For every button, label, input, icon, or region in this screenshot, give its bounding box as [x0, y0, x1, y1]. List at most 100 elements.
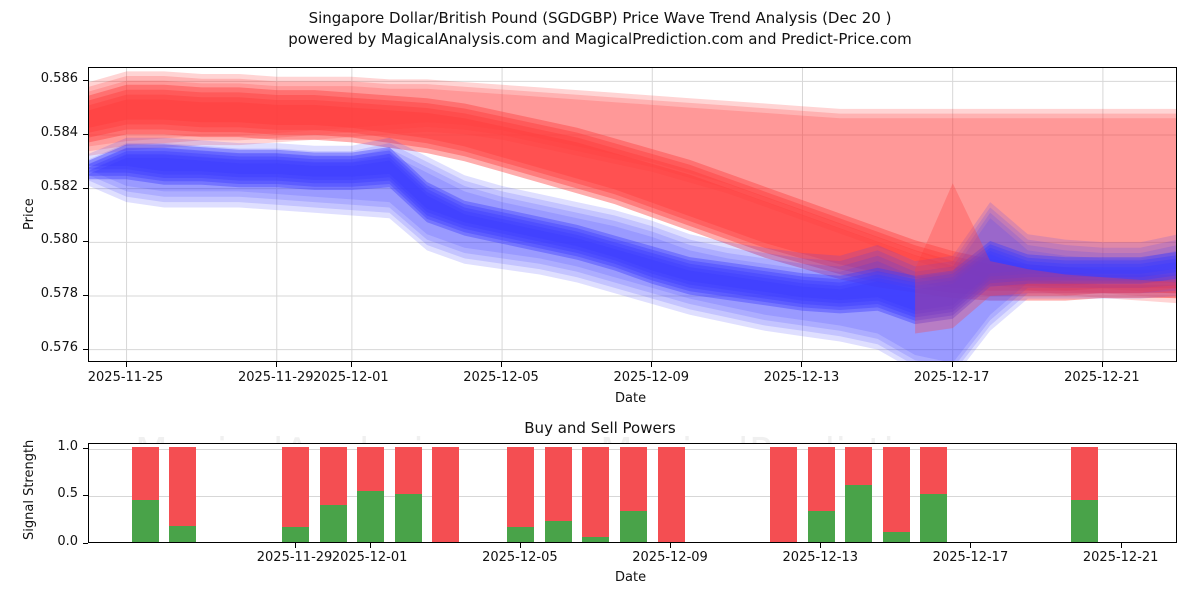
price-x-tickmark: [275, 362, 277, 367]
buy-power-segment: [131, 500, 159, 542]
buy-power-segment: [357, 490, 385, 542]
power-bar[interactable]: [357, 446, 385, 542]
price-x-tickmark: [651, 362, 653, 367]
wave-band-layer: [89, 84, 1176, 286]
power-y-axis-label: Signal Strength: [22, 439, 37, 540]
power-y-tick-label: 0.0: [57, 534, 78, 549]
power-bar[interactable]: [432, 446, 460, 542]
price-y-tick-label: 0.578: [40, 285, 78, 301]
power-bar[interactable]: [169, 446, 197, 542]
price-y-axis-label: Price: [22, 198, 37, 230]
power-x-tick-label: 2025-12-21: [1082, 550, 1159, 565]
price-y-tickmark: [83, 294, 88, 296]
price-x-tick-label: 2025-12-21: [1064, 370, 1140, 385]
price-x-tickmark: [125, 362, 127, 367]
power-y-tickmark: [83, 447, 88, 449]
wave-band-layer: [89, 151, 1176, 318]
buy-power-segment: [394, 494, 422, 542]
buy-power-segment: [582, 537, 610, 542]
power-bar[interactable]: [582, 446, 610, 542]
price-y-tick-label: 0.586: [40, 71, 78, 87]
page-subtitle: powered by MagicalAnalysis.com and Magic…: [288, 30, 912, 48]
price-x-tickmark: [350, 362, 352, 367]
power-x-axis-label: Date: [615, 570, 647, 585]
price-x-tick-label: 2025-12-05: [463, 370, 539, 385]
wave-band-layer: [89, 147, 1176, 315]
power-bar[interactable]: [319, 446, 347, 542]
power-x-tick-label: 2025-12-09: [632, 550, 708, 565]
buy-sell-powers-plot-area: [88, 443, 1177, 543]
buy-power-segment: [282, 526, 310, 542]
price-x-tickmark: [501, 362, 503, 367]
power-bar[interactable]: [131, 446, 159, 542]
wave-band-layer: [89, 76, 1176, 299]
sell-power-segment: [507, 446, 535, 542]
power-bar[interactable]: [920, 446, 948, 542]
wave-band-layer: [89, 99, 1176, 301]
buy-power-segment: [882, 531, 910, 542]
price-y-tickmark: [83, 80, 88, 82]
price-x-tickmark: [1101, 362, 1103, 367]
power-bar[interactable]: [807, 446, 835, 542]
power-x-tickmark: [519, 543, 521, 548]
buy-power-segment: [169, 525, 197, 542]
price-x-tick-label: 2025-11-29: [237, 370, 314, 385]
price-y-tick-label: 0.582: [40, 178, 78, 194]
buy-power-segment: [544, 521, 572, 542]
power-x-tickmark: [1120, 543, 1122, 548]
power-x-tick-label: 2025-12-01: [331, 550, 408, 565]
wave-band-layer: [89, 94, 1176, 296]
power-y-tickmark: [83, 543, 88, 544]
wave-band-layer: [89, 80, 1176, 304]
price-wave-chart-plot-area: [88, 67, 1177, 362]
wave-band-layer: [89, 153, 1176, 361]
wave-band-layer: [89, 137, 1176, 361]
price-x-tick-label: 2025-12-17: [913, 370, 990, 385]
power-x-tickmark: [820, 543, 822, 548]
power-y-tickmark: [83, 495, 88, 497]
wave-band-layer: [89, 143, 1176, 361]
power-x-tick-label: 2025-11-29: [256, 550, 333, 565]
buy-power-segment: [920, 494, 948, 542]
power-bar[interactable]: [657, 446, 685, 542]
price-y-tickmark: [83, 348, 88, 350]
power-bar[interactable]: [882, 446, 910, 542]
power-bar[interactable]: [282, 446, 310, 542]
power-bar[interactable]: [507, 446, 535, 542]
power-bar[interactable]: [1070, 446, 1098, 542]
price-x-axis-label: Date: [615, 391, 647, 406]
buy-power-segment: [619, 510, 647, 542]
wave-band-layer: [89, 144, 1176, 311]
sell-power-segment: [282, 446, 310, 542]
sell-power-segment: [657, 446, 685, 542]
buy-power-segment: [319, 504, 347, 542]
power-bar[interactable]: [394, 446, 422, 542]
price-x-tick-label: 2025-11-25: [87, 370, 164, 385]
buy-power-segment: [845, 484, 873, 542]
power-x-tickmark: [369, 543, 371, 548]
sell-power-segment: [432, 446, 460, 542]
buy-power-segment: [807, 510, 835, 542]
price-y-tick-label: 0.576: [40, 339, 78, 355]
price-wave-bands: [89, 68, 1176, 361]
price-x-tick-label: 2025-12-09: [613, 370, 690, 385]
power-x-tick-label: 2025-12-17: [932, 550, 1009, 565]
power-x-tickmark: [670, 543, 672, 548]
power-x-tickmark: [294, 543, 296, 548]
power-bar[interactable]: [770, 446, 798, 542]
price-y-tick-label: 0.584: [40, 125, 78, 141]
buy-power-segment: [1070, 500, 1098, 542]
power-y-tick-label: 0.5: [57, 486, 78, 502]
wave-band-spike: [915, 183, 1176, 334]
power-bar[interactable]: [845, 446, 873, 542]
price-y-tickmark: [83, 187, 88, 189]
power-x-tick-label: 2025-12-13: [782, 550, 859, 565]
power-x-tickmark: [970, 543, 972, 548]
price-y-tickmark: [83, 134, 88, 136]
wave-band-layer: [89, 89, 1176, 291]
power-bar[interactable]: [619, 446, 647, 542]
power-bar[interactable]: [544, 446, 572, 542]
page-title: Singapore Dollar/British Pound (SGDGBP) …: [308, 9, 892, 27]
price-x-tickmark: [951, 362, 953, 367]
price-y-tick-label: 0.580: [40, 232, 78, 248]
